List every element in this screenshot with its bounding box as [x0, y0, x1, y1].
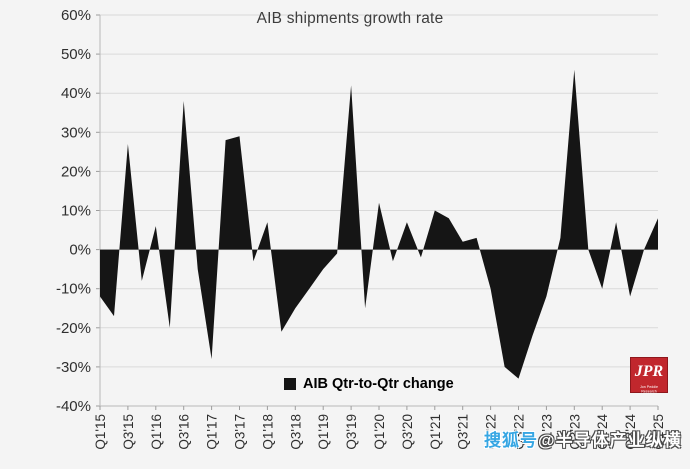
- x-tick-label: Q1'21: [428, 414, 443, 450]
- jpr-logo-text: JPR: [634, 363, 664, 380]
- legend-swatch-icon: [284, 378, 296, 390]
- x-tick-label: Q3'20: [400, 414, 415, 450]
- x-tick-label: Q1'24: [595, 414, 610, 450]
- watermark-prefix: 搜狐号: [484, 431, 538, 450]
- y-tick-label: -10%: [56, 281, 91, 298]
- jpr-logo-subtext: Jon Peddie Research: [639, 384, 658, 394]
- x-tick-label: Q3'21: [456, 414, 471, 450]
- chart-title: AIB shipments growth rate: [256, 10, 444, 27]
- x-tick-label: Q3'18: [288, 414, 303, 450]
- x-tick-label: Q3'19: [344, 414, 359, 450]
- y-tick-label: -20%: [56, 320, 91, 337]
- watermark: 搜狐号@半导体产业纵横: [484, 426, 682, 451]
- x-tick-label: Q1'16: [149, 414, 164, 450]
- y-tick-label: 60%: [61, 7, 91, 24]
- y-tick-label: -30%: [56, 359, 91, 376]
- x-tick-label: Q3'15: [121, 414, 136, 450]
- y-tick-label: 10%: [61, 203, 91, 220]
- y-tick-label: 30%: [61, 124, 91, 141]
- x-tick-label: Q3'24: [623, 414, 638, 450]
- x-tick-label: Q3'23: [567, 414, 582, 450]
- y-tick-label: 0%: [69, 242, 91, 259]
- x-tick-label: Q1'17: [205, 414, 220, 450]
- y-tick-label: 20%: [61, 163, 91, 180]
- legend-label: AIB Qtr-to-Qtr change: [303, 376, 454, 392]
- x-tick-label: Q3'22: [512, 414, 527, 450]
- x-tick-label: Q1'18: [260, 414, 275, 450]
- x-tick-label: Q1'20: [372, 414, 387, 450]
- area-series: [100, 69, 658, 379]
- jpr-logo: JPR Jon Peddie Research: [630, 357, 668, 394]
- chart-legend: AIB Qtr-to-Qtr change: [284, 376, 454, 392]
- x-tick-label: Q3'17: [233, 414, 248, 450]
- x-tick-label: Q1'23: [539, 414, 554, 450]
- x-tick-label: Q1'19: [316, 414, 331, 450]
- x-tick-label: Q3'16: [177, 414, 192, 450]
- y-tick-label: 50%: [61, 46, 91, 63]
- x-tick-label: Q1'25: [651, 414, 666, 450]
- x-tick-label: Q1'15: [93, 414, 108, 450]
- y-tick-label: -40%: [56, 398, 91, 415]
- watermark-handle: @半导体产业纵横: [538, 431, 682, 450]
- x-tick-label: Q1'22: [484, 414, 499, 450]
- y-tick-label: 40%: [61, 85, 91, 102]
